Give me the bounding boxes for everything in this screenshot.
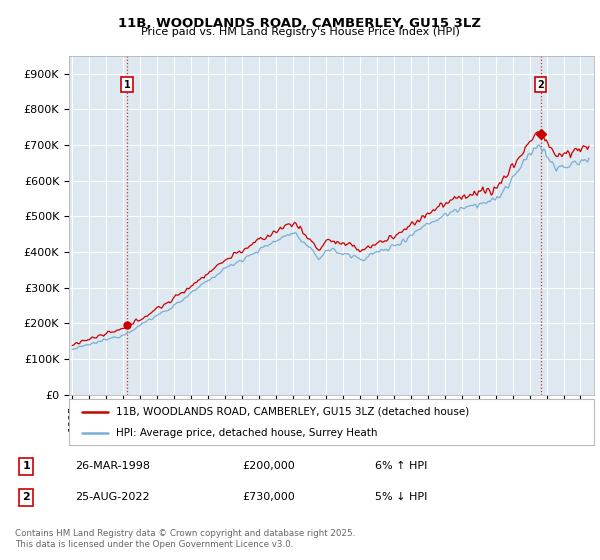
Text: 25-AUG-2022: 25-AUG-2022 [76, 492, 150, 502]
Text: £200,000: £200,000 [242, 461, 295, 472]
Text: 26-MAR-1998: 26-MAR-1998 [76, 461, 151, 472]
Text: 11B, WOODLANDS ROAD, CAMBERLEY, GU15 3LZ: 11B, WOODLANDS ROAD, CAMBERLEY, GU15 3LZ [119, 17, 482, 30]
Text: 1: 1 [124, 80, 130, 90]
Text: 5% ↓ HPI: 5% ↓ HPI [375, 492, 427, 502]
Text: HPI: Average price, detached house, Surrey Heath: HPI: Average price, detached house, Surr… [116, 428, 378, 438]
Text: 11B, WOODLANDS ROAD, CAMBERLEY, GU15 3LZ (detached house): 11B, WOODLANDS ROAD, CAMBERLEY, GU15 3LZ… [116, 407, 470, 417]
Text: 2: 2 [23, 492, 30, 502]
Text: 2: 2 [537, 80, 544, 90]
Text: Price paid vs. HM Land Registry's House Price Index (HPI): Price paid vs. HM Land Registry's House … [140, 27, 460, 37]
Text: Contains HM Land Registry data © Crown copyright and database right 2025.
This d: Contains HM Land Registry data © Crown c… [15, 529, 355, 549]
Text: 1: 1 [23, 461, 30, 472]
Text: £730,000: £730,000 [242, 492, 295, 502]
Text: 6% ↑ HPI: 6% ↑ HPI [375, 461, 427, 472]
